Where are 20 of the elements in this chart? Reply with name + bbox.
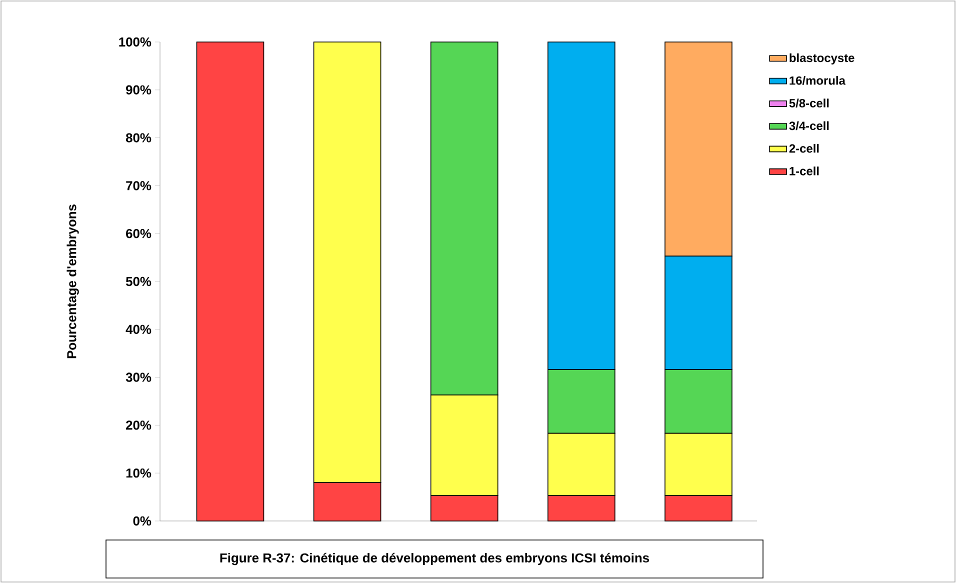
y-tick-label: 50%	[126, 276, 152, 286]
y-tick-label: 90%	[126, 85, 152, 94]
legend-label: 5/8-cell	[789, 98, 829, 108]
text: Figure R-37: Cinétique de développement des embryons ICSI témoins	[220, 552, 650, 566]
y-tick-label: 40%	[126, 324, 152, 334]
legend-label: 16/morula	[790, 76, 846, 85]
legend-label: 3/4-cell	[789, 121, 829, 130]
legend-label: blastocyste	[790, 53, 854, 64]
y-tick-label: 0%	[133, 516, 152, 526]
legend-label: 1-cell	[790, 166, 819, 176]
bar	[196, 42, 264, 522]
y-tick-label: 70%	[126, 181, 152, 190]
y-tick-label: 100%	[119, 37, 152, 47]
y-tick-label: 60%	[126, 228, 152, 238]
y-tick-label: 80%	[126, 133, 152, 142]
y-tick-label: 10%	[126, 468, 152, 478]
y-axis-title: Pourcentage d'embryons	[66, 204, 79, 358]
y-tick-label: 20%	[126, 420, 152, 430]
legend-label: 2-cell	[789, 144, 819, 153]
y-tick-label: 30%	[126, 372, 152, 382]
